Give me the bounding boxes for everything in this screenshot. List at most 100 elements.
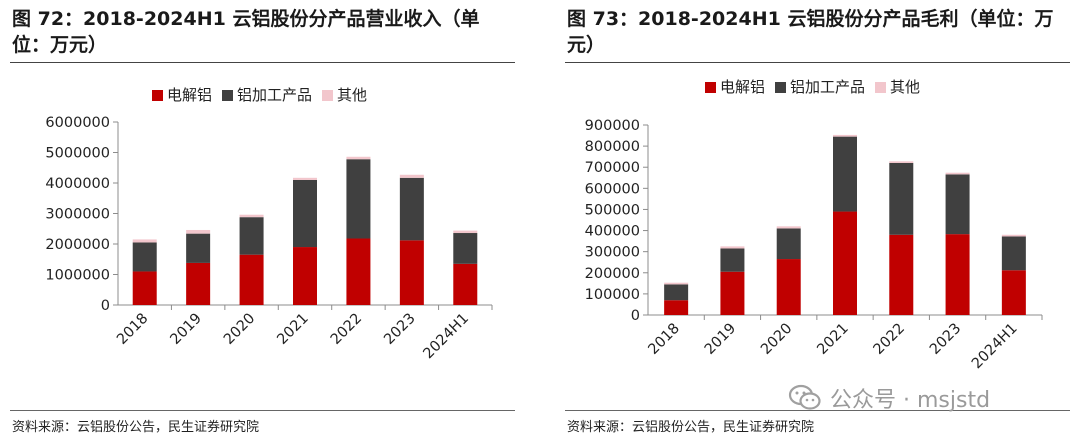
legend-swatch [222, 90, 233, 101]
x-tick-label: 2018 [114, 311, 151, 348]
x-tick-label: 2020 [758, 321, 795, 358]
bar-铝加工产品-2022 [346, 159, 371, 239]
legend-label: 电解铝 [167, 86, 212, 104]
bar-铝加工产品-2024H1 [453, 233, 478, 264]
bar-铝加工产品-2023 [945, 174, 970, 235]
bar-铝加工产品-2018 [132, 242, 157, 272]
y-tick-label: 900000 [585, 118, 640, 134]
title-divider [10, 62, 515, 63]
bar-其他-2022 [346, 156, 371, 160]
bar-铝加工产品-2019 [186, 233, 211, 263]
bar-其他-2024H1 [1001, 234, 1026, 237]
y-tick-label: 100000 [585, 287, 640, 303]
bar-铝加工产品-2023 [399, 177, 424, 241]
bar-其他-2019 [186, 229, 211, 234]
x-tick-label: 2023 [381, 311, 418, 348]
bar-电解铝-2022 [346, 238, 371, 305]
y-tick-label: 4000000 [45, 176, 110, 192]
watermark: 公众号 · msjstd [788, 382, 990, 414]
legend-label: 铝加工产品 [237, 86, 312, 104]
bar-电解铝-2021 [833, 211, 857, 315]
y-tick-label: 3000000 [45, 207, 110, 223]
bar-电解铝-2019 [720, 271, 745, 315]
bar-铝加工产品-2021 [833, 136, 857, 212]
chart-title: 图 72：2018-2024H1 云铝股份分产品营业收入（单位：万元） [12, 8, 480, 56]
y-tick-label: 600000 [585, 181, 640, 197]
bar-其他-2020 [239, 214, 264, 218]
x-tick-label: 2020 [221, 311, 258, 348]
bar-其他-2023 [399, 174, 424, 178]
y-tick-label: 2000000 [45, 237, 110, 253]
bar-电解铝-2024H1 [1001, 270, 1026, 315]
bar-电解铝-2023 [945, 234, 970, 315]
source-note: 资料来源：云铝股份公告，民生证券研究院 [567, 420, 815, 435]
legend-swatch [152, 90, 163, 101]
legend-swatch [875, 82, 886, 93]
bar-其他-2021 [293, 177, 317, 180]
bar-其他-2020 [776, 226, 801, 229]
title-divider [565, 62, 1070, 63]
x-tick-label: 2018 [646, 321, 683, 358]
gross-profit-chart-panel: 图 73：2018-2024H1 云铝股份分产品毛利（单位：万元） 0 10000… [555, 0, 1080, 442]
x-tick-label: 2024H1 [969, 321, 1021, 373]
y-tick-label: 400000 [585, 224, 640, 240]
source-divider [565, 410, 1070, 411]
y-tick-label: 800000 [585, 139, 640, 155]
x-tick-label: 2022 [871, 321, 908, 358]
legend-label: 电解铝 [720, 78, 765, 96]
y-tick-label: 5000000 [45, 146, 110, 162]
x-tick-label: 2023 [927, 321, 964, 358]
legend-label: 其他 [890, 78, 920, 96]
source-note: 资料来源：云铝股份公告，民生证券研究院 [12, 420, 260, 435]
chart-title: 图 73：2018-2024H1 云铝股份分产品毛利（单位：万元） [567, 8, 1054, 56]
bar-其他-2022 [889, 161, 914, 163]
bar-电解铝-2018 [132, 271, 157, 305]
bar-其他-2018 [664, 282, 689, 285]
source-divider [10, 410, 515, 411]
legend-label: 其他 [337, 86, 367, 104]
legend-label: 铝加工产品 [790, 78, 865, 96]
y-tick-label: 0 [631, 308, 640, 324]
x-tick-label: 2021 [814, 321, 851, 358]
bar-铝加工产品-2020 [239, 217, 264, 255]
bar-电解铝-2024H1 [453, 263, 478, 305]
y-tick-label: 700000 [585, 160, 640, 176]
wechat-icon [788, 384, 821, 410]
legend-swatch [705, 82, 716, 93]
legend-swatch [775, 82, 786, 93]
bar-电解铝-2022 [889, 234, 914, 315]
bar-其他-2018 [132, 239, 157, 243]
y-tick-label: 500000 [585, 202, 640, 218]
bar-其他-2021 [833, 134, 857, 137]
y-tick-label: 1000000 [45, 268, 110, 284]
revenue-chart-panel: 图 72：2018-2024H1 云铝股份分产品营业收入（单位：万元） 0 100… [0, 0, 525, 442]
revenue-stacked-bar-chart: 0 1000000 2000000 3000000 4000000 5000000 6000… [45, 86, 493, 363]
bar-铝加工产品-2021 [293, 179, 317, 248]
x-tick-label: 2022 [328, 311, 365, 348]
bar-铝加工产品-2018 [664, 284, 689, 301]
x-tick-label: 2024H1 [420, 311, 472, 363]
bar-电解铝-2019 [186, 262, 211, 305]
y-tick-label: 300000 [585, 245, 640, 261]
y-tick-label: 0 [101, 298, 110, 314]
x-tick-label: 2021 [274, 311, 311, 348]
bar-电解铝-2020 [239, 254, 264, 305]
bar-其他-2023 [945, 172, 970, 175]
x-tick-label: 2019 [702, 321, 739, 358]
legend-swatch [322, 90, 333, 101]
bar-电解铝-2023 [399, 240, 424, 305]
gross-profit-stacked-bar-chart: 0 100000 200000 300000 400000 500000 600000 700… [585, 78, 1043, 373]
bar-铝加工产品-2024H1 [1001, 236, 1026, 271]
bar-其他-2019 [720, 246, 745, 249]
x-tick-label: 2019 [168, 311, 205, 348]
y-tick-label: 200000 [585, 266, 640, 282]
watermark-text: 公众号 · msjstd [830, 388, 991, 413]
bar-其他-2024H1 [453, 230, 478, 234]
bar-铝加工产品-2022 [889, 163, 914, 235]
bar-铝加工产品-2019 [720, 248, 745, 272]
y-tick-label: 6000000 [45, 115, 110, 131]
bar-电解铝-2020 [776, 259, 801, 315]
bar-电解铝-2018 [664, 300, 689, 315]
bar-电解铝-2021 [293, 247, 317, 305]
bar-铝加工产品-2020 [776, 228, 801, 260]
